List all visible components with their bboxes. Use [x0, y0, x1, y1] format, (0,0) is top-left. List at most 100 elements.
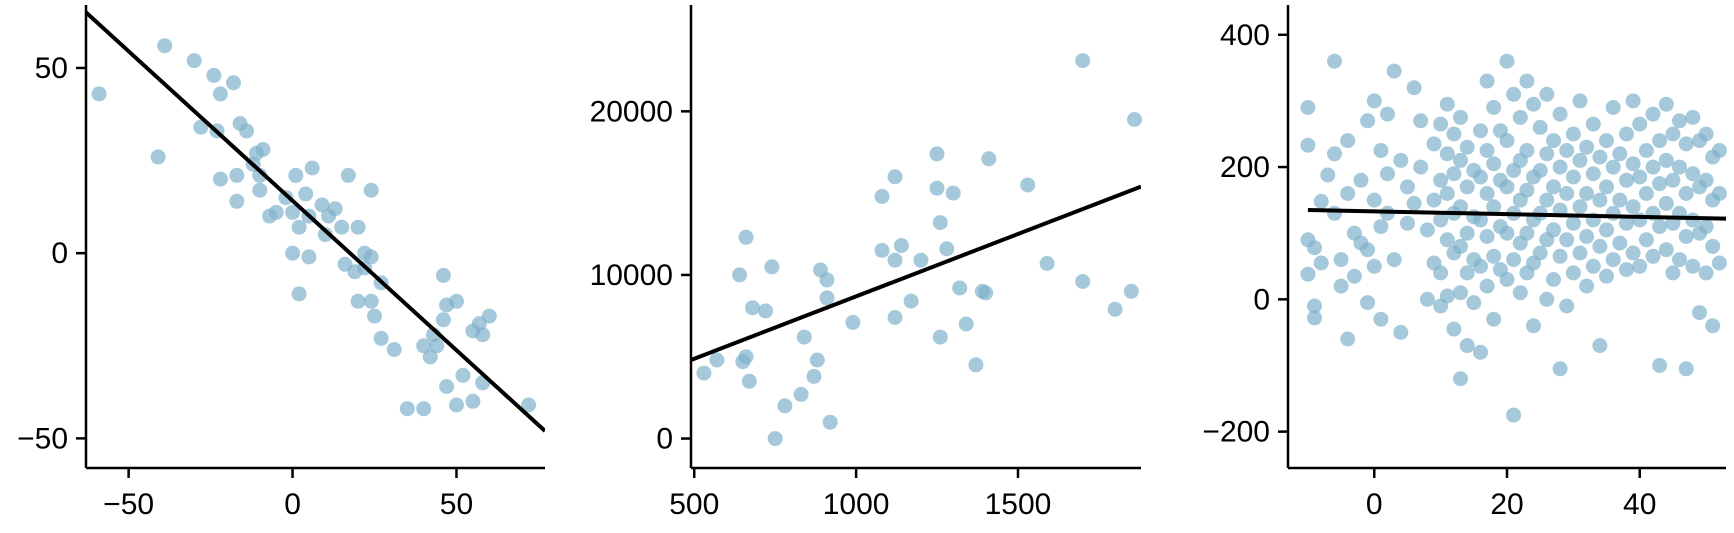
- data-point: [1625, 93, 1641, 109]
- data-point: [1439, 146, 1455, 162]
- data-point: [1678, 136, 1694, 152]
- data-point: [1605, 252, 1621, 268]
- data-point: [1585, 166, 1601, 182]
- data-point: [1366, 93, 1382, 109]
- data-point: [340, 167, 356, 183]
- data-point: [1539, 291, 1555, 307]
- data-point: [1413, 113, 1429, 129]
- data-point: [1373, 143, 1389, 158]
- points: [91, 38, 537, 417]
- data-point: [1512, 285, 1528, 301]
- data-point: [887, 310, 903, 325]
- data-point: [1592, 192, 1608, 208]
- x-tick-label: 1500: [985, 488, 1052, 521]
- data-point: [1486, 156, 1502, 172]
- x-tick-label: 20: [1490, 488, 1523, 521]
- y-tick-label: 0: [1253, 283, 1270, 316]
- data-point: [1592, 338, 1608, 354]
- data-point: [1433, 116, 1449, 132]
- data-point: [1632, 116, 1648, 132]
- data-point: [1625, 199, 1641, 215]
- data-point: [150, 149, 166, 165]
- data-point: [796, 329, 812, 345]
- data-point: [1506, 252, 1522, 268]
- data-point: [1307, 240, 1322, 256]
- regression-line: [1307, 208, 1726, 221]
- data-point: [741, 373, 757, 389]
- data-point: [1612, 192, 1628, 208]
- data-point: [1658, 242, 1674, 258]
- data-point: [298, 186, 314, 202]
- data-point: [1393, 324, 1409, 340]
- data-point: [1479, 186, 1495, 201]
- data-point: [1439, 96, 1455, 112]
- y-tick-label: 200: [1220, 151, 1270, 184]
- data-point: [186, 53, 202, 69]
- data-point: [1638, 186, 1654, 201]
- data-point: [386, 342, 402, 357]
- data-point: [1473, 212, 1488, 228]
- data-point: [363, 249, 379, 265]
- data-point: [1579, 278, 1595, 294]
- panel-2: 0 10000 20000 500 1000 1500: [590, 5, 1142, 521]
- data-point: [1539, 192, 1555, 208]
- data-point: [1532, 162, 1548, 178]
- x-tick-label: 500: [669, 488, 719, 521]
- x-tick-label: 1000: [823, 488, 890, 521]
- data-point: [1486, 199, 1502, 215]
- data-point: [1652, 133, 1668, 149]
- data-point: [1579, 229, 1595, 244]
- x-tick-label: 50: [440, 488, 473, 521]
- data-point: [1678, 229, 1694, 244]
- data-point: [932, 329, 948, 345]
- data-point: [1605, 205, 1621, 221]
- data-point: [157, 38, 173, 54]
- data-point: [1373, 219, 1389, 235]
- data-point: [913, 252, 929, 268]
- data-point: [893, 238, 909, 253]
- data-point: [1705, 238, 1721, 254]
- data-point: [1599, 133, 1614, 149]
- data-point: [255, 142, 271, 157]
- data-point: [1632, 258, 1648, 274]
- data-point: [363, 182, 379, 198]
- data-point: [1685, 166, 1701, 182]
- data-point: [1327, 205, 1342, 221]
- data-point: [268, 204, 284, 220]
- data-point: [288, 167, 304, 183]
- data-point: [1552, 106, 1568, 122]
- data-point: [1473, 123, 1488, 139]
- data-point: [1685, 258, 1701, 274]
- data-point: [1479, 143, 1495, 158]
- data-point: [1486, 311, 1502, 327]
- data-point: [1552, 159, 1568, 175]
- data-point: [1466, 295, 1482, 311]
- data-point: [285, 245, 301, 261]
- data-point: [239, 123, 255, 139]
- data-point: [1313, 193, 1329, 209]
- data-point: [367, 308, 382, 324]
- regression-line: [691, 184, 1141, 362]
- data-point: [1373, 311, 1389, 327]
- data-point: [1665, 126, 1681, 142]
- data-point: [1619, 126, 1634, 142]
- data-point: [1360, 242, 1376, 258]
- data-point: [1672, 113, 1687, 129]
- data-point: [449, 397, 464, 413]
- data-point: [1539, 146, 1555, 162]
- data-point: [1406, 80, 1422, 96]
- data-point: [1433, 172, 1449, 188]
- data-point: [252, 182, 268, 198]
- data-point: [91, 86, 107, 102]
- data-point: [399, 401, 415, 417]
- data-point: [1711, 143, 1727, 158]
- data-point: [1526, 96, 1541, 112]
- data-point: [939, 241, 955, 257]
- data-point: [1439, 186, 1455, 201]
- data-point: [449, 293, 464, 309]
- data-point: [1473, 169, 1488, 185]
- data-point: [435, 312, 451, 328]
- data-point: [212, 86, 228, 102]
- data-point: [416, 338, 432, 354]
- data-point: [327, 201, 343, 217]
